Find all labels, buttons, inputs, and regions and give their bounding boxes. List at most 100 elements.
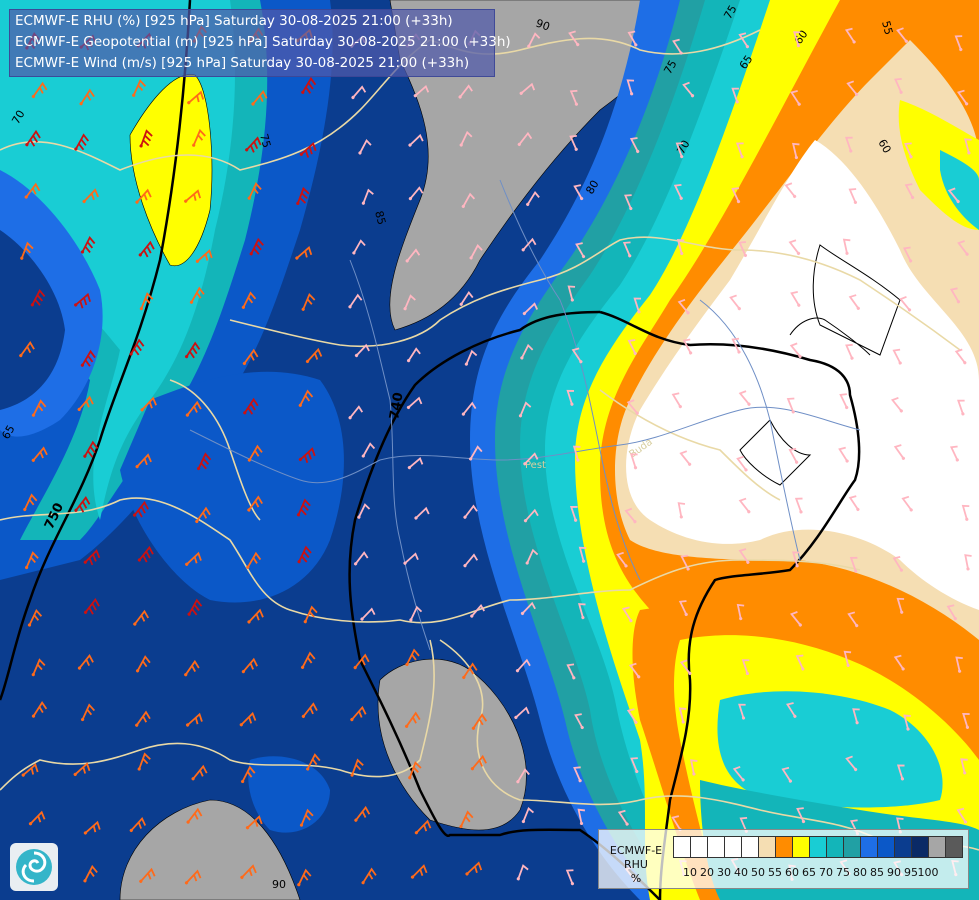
wind-barb <box>633 297 642 314</box>
border-line <box>229 236 961 351</box>
wind-barb <box>954 348 967 365</box>
wind-barb <box>189 286 205 304</box>
wind-barb <box>82 188 99 204</box>
wind-barb <box>626 708 638 725</box>
wind-barb <box>403 294 416 311</box>
wind-barb <box>736 142 744 159</box>
wind-barb <box>471 713 488 730</box>
wind-barb <box>899 295 912 312</box>
wind-barb <box>738 703 746 720</box>
wind-barb <box>461 401 477 416</box>
legend-swatch <box>860 836 878 858</box>
wind-barb <box>186 807 203 824</box>
wind-barb <box>410 864 428 879</box>
wind-barb <box>139 292 154 311</box>
wind-barb <box>892 348 902 365</box>
wind-barb <box>624 507 637 524</box>
wind-barb <box>567 285 576 302</box>
wind-barb <box>298 447 316 463</box>
wind-barb <box>789 342 802 359</box>
wind-barb <box>133 500 149 518</box>
title-rhu: ECMWF-E RHU (%) [925 hPa] Saturday 30-08… <box>15 13 453 29</box>
river-line <box>189 406 861 484</box>
geopotential-line-740-west <box>0 0 192 701</box>
wind-barb <box>519 82 536 95</box>
wind-barb <box>848 188 858 204</box>
wind-barb <box>352 239 366 255</box>
legend-swatch <box>792 836 810 858</box>
wind-barb <box>575 242 586 259</box>
wind-barb <box>129 338 145 356</box>
wind-barb <box>676 239 685 256</box>
wind-barb <box>961 504 970 521</box>
wind-barb <box>516 768 530 784</box>
wind-barb <box>845 343 854 360</box>
wind-barb <box>838 446 849 463</box>
wind-barb <box>569 135 578 151</box>
wind-barb <box>469 244 483 260</box>
wind-barb <box>571 347 583 364</box>
legend-swatch <box>741 836 759 858</box>
river-line <box>699 299 801 561</box>
wind-barb <box>458 84 473 99</box>
wind-barb <box>31 446 48 462</box>
wind-barb <box>408 761 422 780</box>
rh-band-90-sw <box>119 799 301 900</box>
wind-barb <box>83 549 101 566</box>
rh-band-70-ne <box>940 150 979 230</box>
wind-barb <box>354 805 371 822</box>
rh-band-50-east <box>626 140 979 610</box>
wind-barb <box>243 397 259 415</box>
legend-model: ECMWF-E <box>609 844 663 857</box>
wind-barb <box>135 453 152 469</box>
region-outline-east <box>739 244 901 486</box>
wind-barb <box>964 138 972 155</box>
wind-barb <box>790 290 801 307</box>
wind-barb <box>301 702 318 719</box>
wind-barb <box>296 186 310 205</box>
legend-tick: 70 <box>819 866 833 879</box>
wind-barb <box>351 85 367 100</box>
wind-barb <box>405 648 420 667</box>
wind-barb <box>299 141 317 158</box>
wind-barb <box>679 450 692 466</box>
legend-swatch <box>690 836 708 858</box>
title-geopotential: ECMWF-E Geopotential (m) [925 hPa] Satur… <box>15 34 511 50</box>
legend-tick: 75 <box>836 866 850 879</box>
wind-barb <box>518 401 532 418</box>
wind-barb <box>790 611 802 627</box>
wind-barb <box>738 390 751 406</box>
legend-swatch <box>945 836 963 858</box>
wind-barb <box>630 453 638 470</box>
wind-barb <box>904 142 913 159</box>
legend-tick: 90 <box>887 866 901 879</box>
wind-barb <box>848 495 860 511</box>
wind-barb <box>845 136 853 153</box>
wind-barb <box>348 405 364 420</box>
wind-barb <box>893 654 905 671</box>
wind-barb <box>296 498 311 517</box>
wind-barb <box>903 714 911 731</box>
rh-contour-label: 65 <box>0 423 18 442</box>
wind-barb <box>301 651 316 669</box>
wind-barb <box>736 455 748 472</box>
wind-barb <box>677 502 686 519</box>
wind-barb <box>139 129 153 148</box>
wind-barb <box>191 764 208 781</box>
wind-barb <box>83 820 101 835</box>
wind-barb <box>140 396 157 412</box>
legend-swatch <box>843 836 861 858</box>
wind-barb <box>247 182 262 200</box>
rh-contour-label: 75 <box>257 132 273 149</box>
wind-barb <box>844 27 856 44</box>
wind-barb <box>890 396 903 413</box>
wind-barb <box>786 397 795 414</box>
wind-barb <box>138 240 155 258</box>
wind-barb <box>301 76 317 94</box>
wind-barb <box>729 294 741 311</box>
wind-barb <box>137 752 151 771</box>
wind-barb <box>960 758 968 775</box>
title-wind: ECMWF-E Wind (m/s) [925 hPa] Saturday 30… <box>15 55 470 71</box>
wind-barb <box>463 553 479 568</box>
